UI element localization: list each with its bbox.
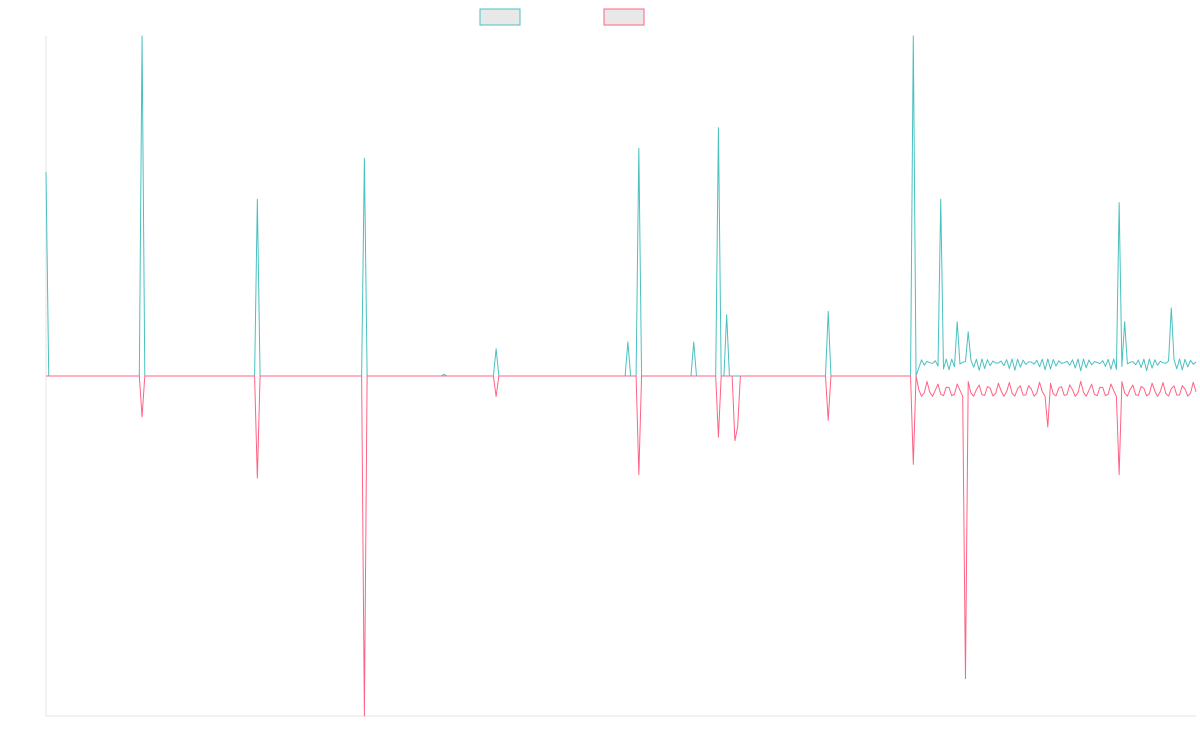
series-line-2 — [46, 375, 1197, 717]
legend-swatch-1[interactable] — [479, 8, 521, 26]
legend — [479, 8, 645, 26]
series-line-1 — [45, 35, 1197, 377]
legend-swatch-2[interactable] — [603, 8, 645, 26]
series-lines — [45, 35, 1197, 717]
